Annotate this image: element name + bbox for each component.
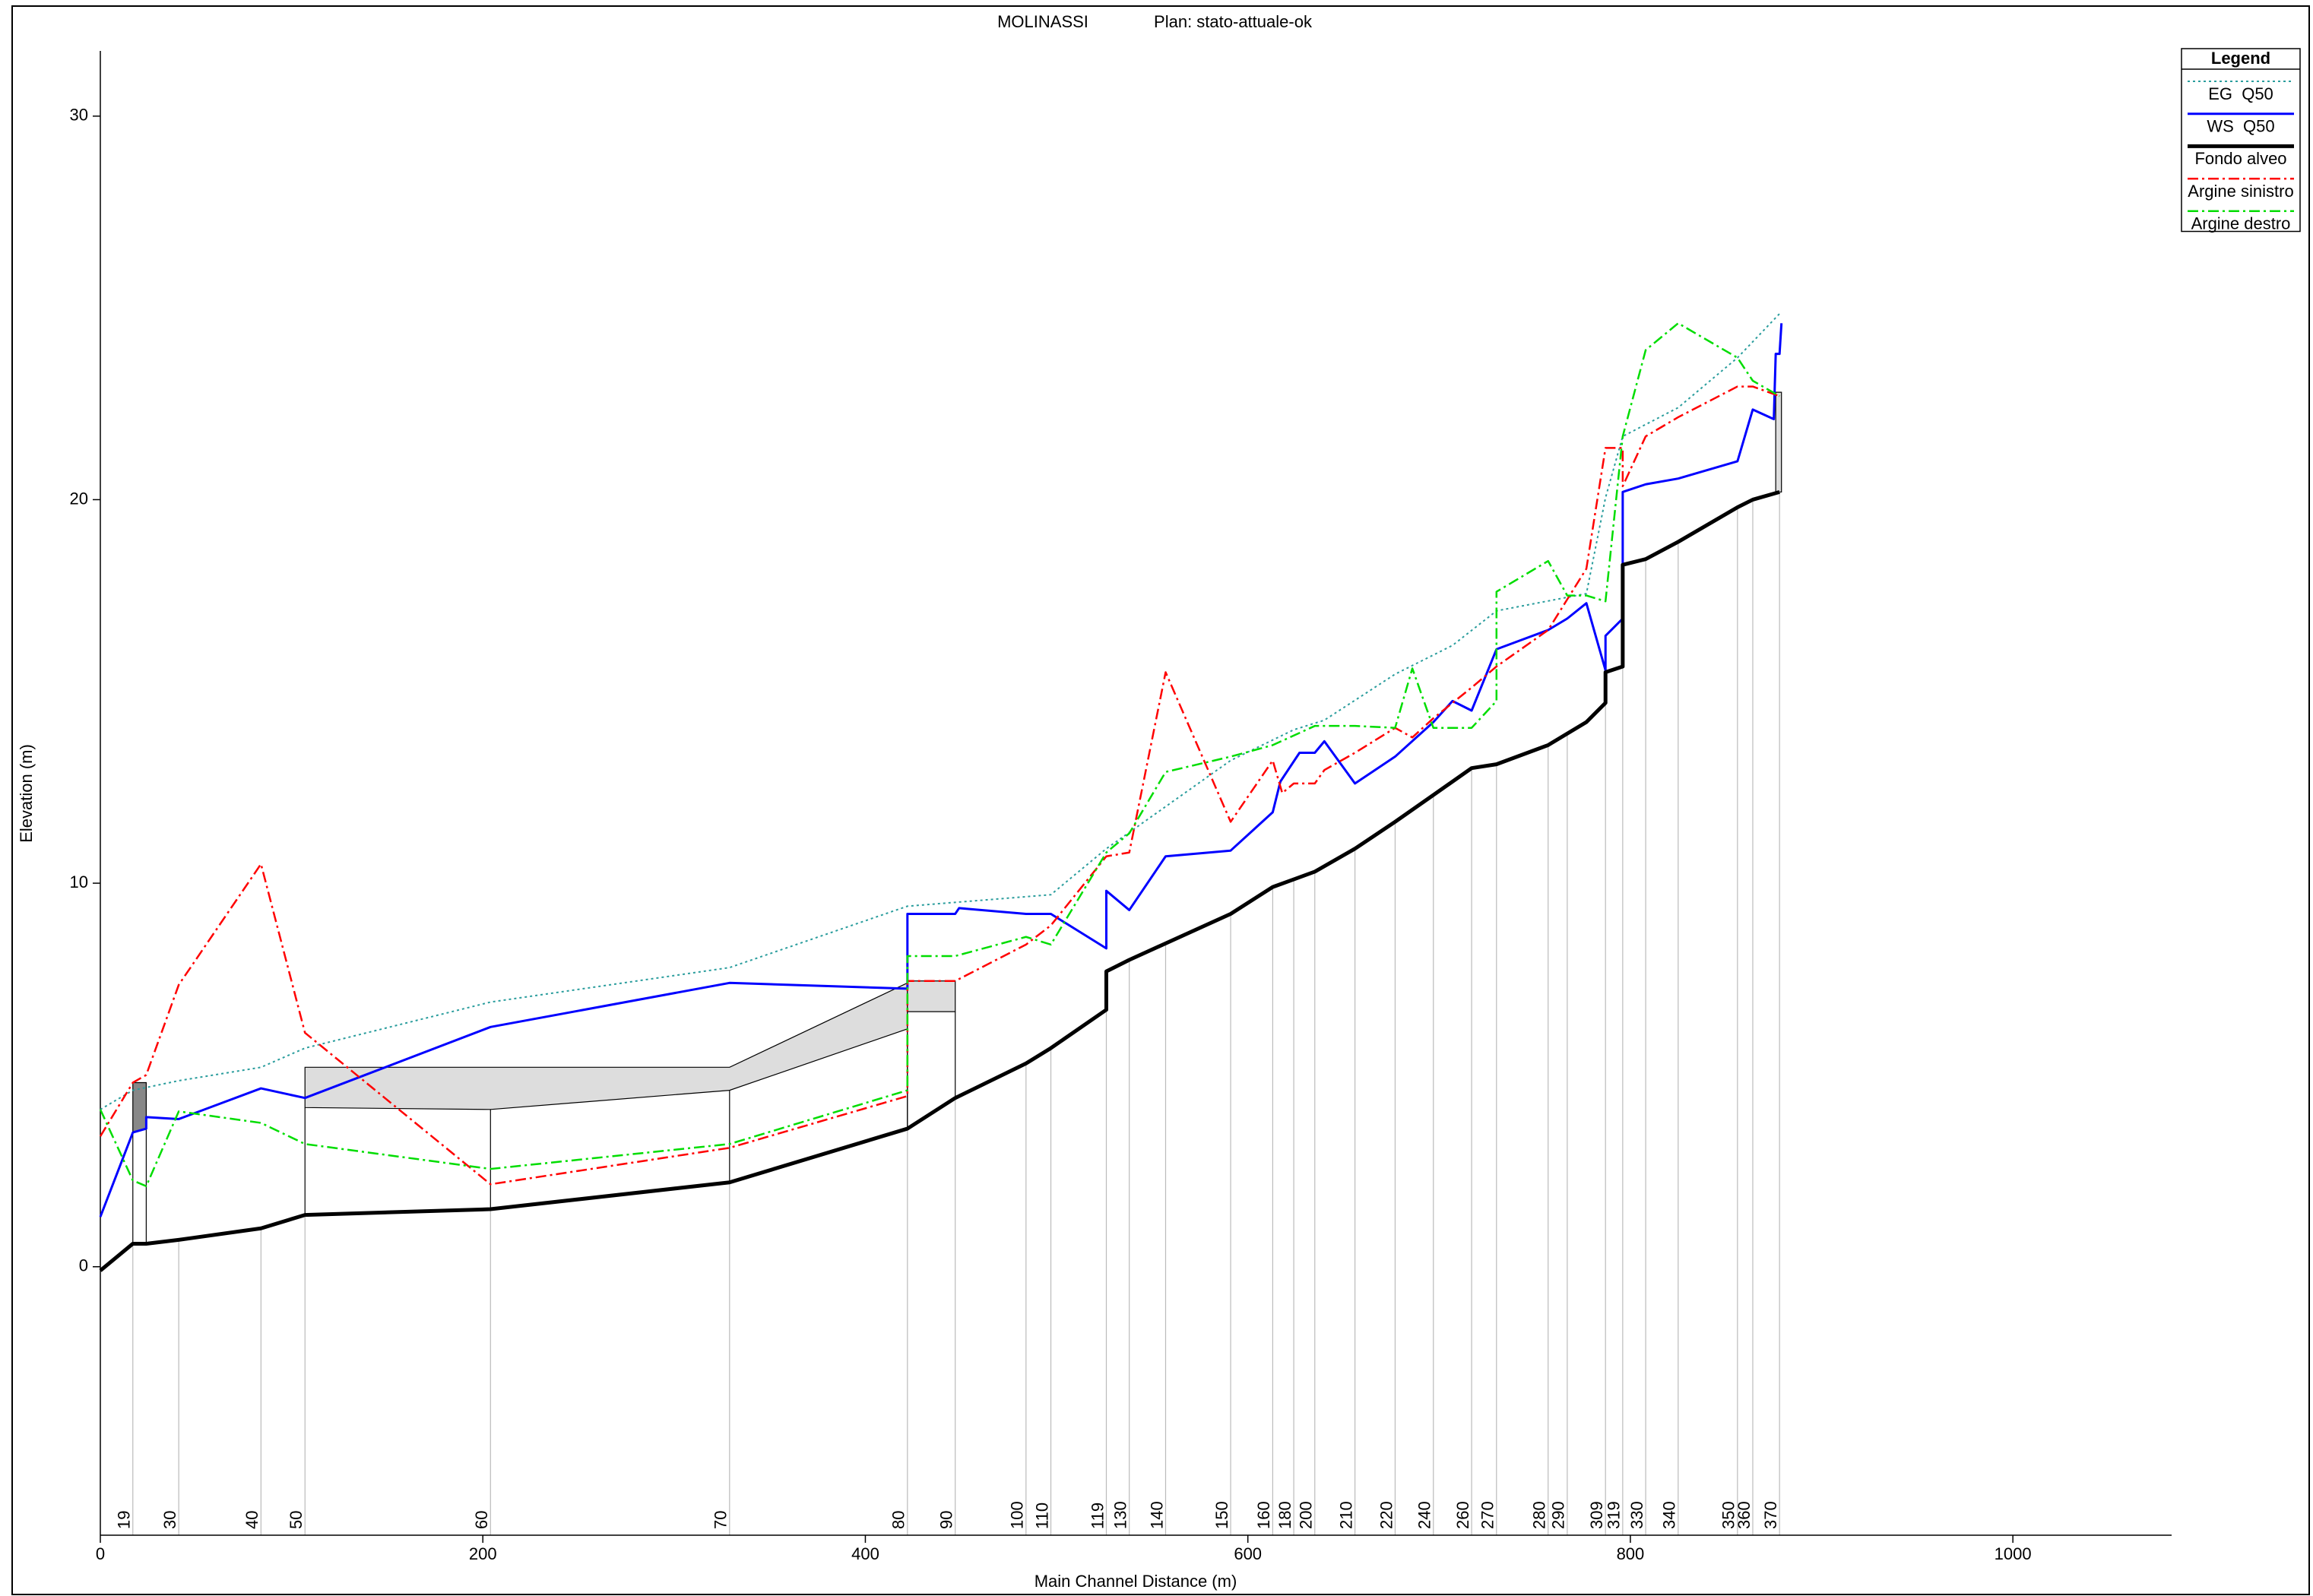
station-label: 200 (1297, 1501, 1316, 1529)
frame (11, 5, 2310, 1595)
legend-label: Argine sinistro (2188, 182, 2293, 201)
x-axis-label: Main Channel Distance (m) (1035, 1572, 1237, 1591)
legend-label: WS Q50 (2207, 117, 2274, 136)
station-label: 119 (1088, 1503, 1107, 1529)
series-line (99, 322, 1780, 1188)
series-line (99, 489, 1780, 1272)
structure (304, 982, 908, 1110)
y-tick-label: 0 (79, 1256, 88, 1275)
station-label: 60 (472, 1511, 491, 1529)
legend-box (2181, 48, 2301, 233)
structure (132, 1081, 147, 1133)
station-label: 180 (1275, 1501, 1294, 1529)
chart-title: MOLINASSI (997, 12, 1088, 31)
structure (907, 980, 956, 1012)
station-label: 260 (1453, 1501, 1472, 1529)
station-label: 319 (1605, 1501, 1624, 1529)
station-label: 19 (115, 1511, 134, 1529)
station-label: 309 (1587, 1501, 1606, 1529)
station-label: 30 (160, 1511, 179, 1529)
legend-label: Fondo alveo (2194, 149, 2286, 168)
station-label: 90 (937, 1511, 956, 1529)
station-label: 240 (1415, 1501, 1434, 1529)
station-label: 140 (1147, 1501, 1166, 1529)
station-label: 270 (1478, 1501, 1497, 1529)
station-label: 340 (1660, 1501, 1679, 1529)
legend-label: EG Q50 (2208, 84, 2273, 103)
station-label: 40 (242, 1511, 261, 1529)
x-tick-label: 600 (1234, 1544, 1262, 1563)
y-tick-label: 10 (70, 872, 88, 891)
series-line (99, 323, 1783, 1218)
station-label: 210 (1336, 1501, 1355, 1529)
series-line (100, 311, 1782, 1110)
x-tick-label: 1000 (1995, 1544, 2032, 1563)
station-label: 280 (1530, 1501, 1549, 1529)
legend-title: Legend (2211, 49, 2270, 68)
station-label: 370 (1761, 1501, 1780, 1529)
x-tick-label: 200 (469, 1544, 497, 1563)
station-label: 220 (1377, 1501, 1396, 1529)
x-tick-label: 0 (96, 1544, 105, 1563)
station-label: 100 (1008, 1501, 1027, 1529)
station-label: 70 (711, 1511, 730, 1529)
station-label: 50 (287, 1511, 306, 1529)
station-label: 80 (889, 1511, 908, 1529)
station-label: 160 (1254, 1501, 1273, 1529)
station-label: 360 (1735, 1501, 1754, 1529)
station-label: 290 (1549, 1501, 1568, 1529)
station-label: 330 (1627, 1501, 1646, 1529)
series-line (99, 385, 1780, 1186)
y-tick-label: 20 (70, 489, 88, 508)
station-label: 130 (1111, 1501, 1130, 1529)
y-tick-label: 30 (70, 106, 88, 125)
x-tick-label: 400 (851, 1544, 879, 1563)
structure (1775, 391, 1782, 492)
x-tick-label: 800 (1617, 1544, 1645, 1563)
station-label: 150 (1212, 1501, 1231, 1529)
station-label: 110 (1032, 1503, 1051, 1529)
station-label: 350 (1719, 1501, 1738, 1529)
legend-label: Argine destro (2191, 214, 2291, 233)
chart-subtitle: Plan: stato-attuale-ok (1154, 12, 1313, 31)
y-axis-label: Elevation (m) (17, 744, 36, 843)
